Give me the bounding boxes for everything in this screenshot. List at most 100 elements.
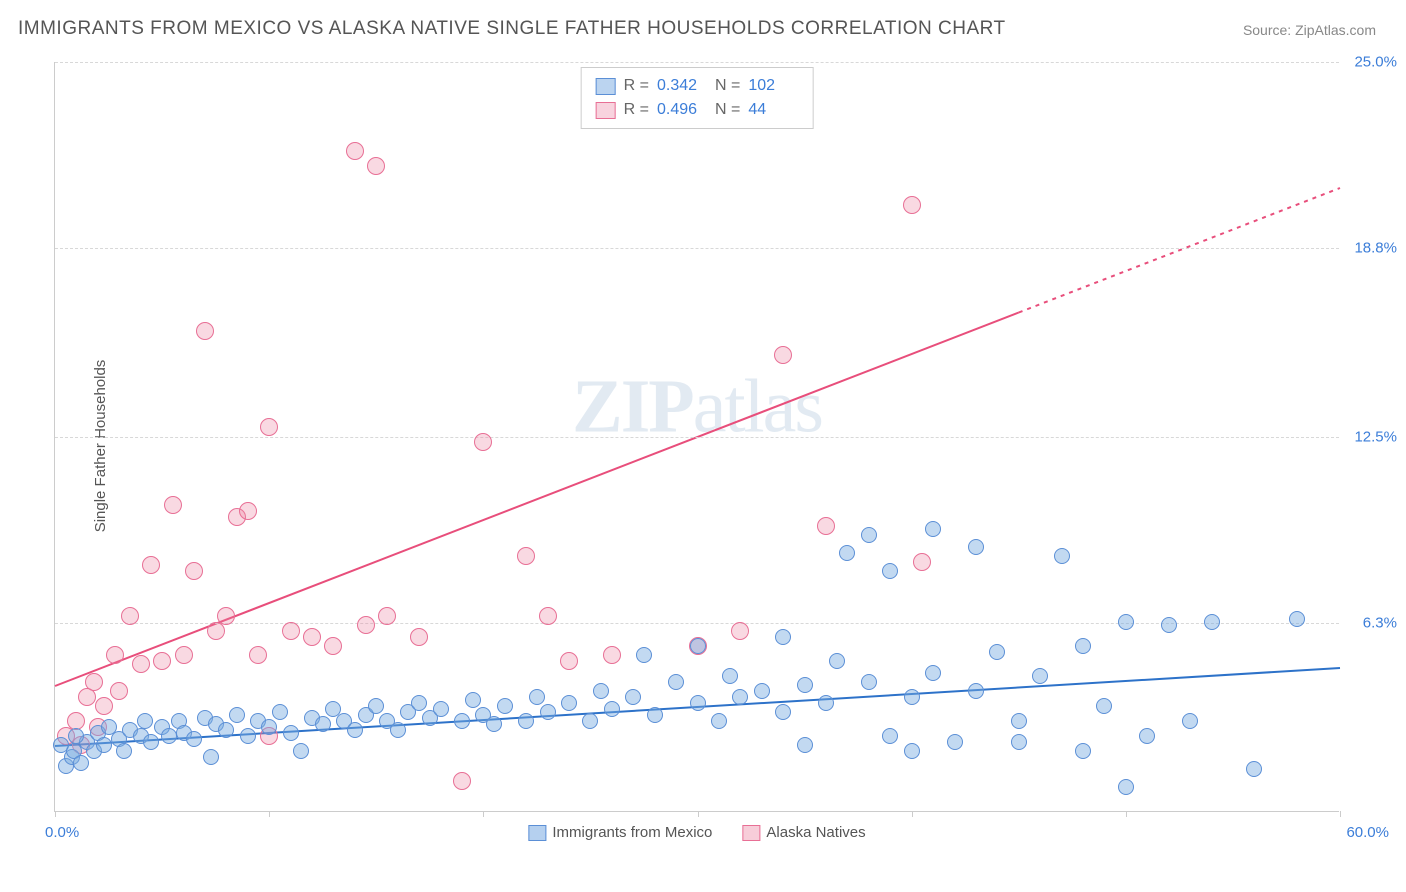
scatter-point bbox=[636, 647, 652, 663]
x-tick-mark bbox=[1340, 811, 1341, 817]
scatter-point bbox=[540, 704, 556, 720]
scatter-point bbox=[293, 743, 309, 759]
scatter-point bbox=[272, 704, 288, 720]
scatter-point bbox=[775, 704, 791, 720]
scatter-point bbox=[989, 644, 1005, 660]
scatter-point bbox=[315, 716, 331, 732]
scatter-point bbox=[1204, 614, 1220, 630]
scatter-point bbox=[1054, 548, 1070, 564]
legend-swatch-pink-icon bbox=[596, 102, 616, 119]
scatter-point bbox=[818, 695, 834, 711]
scatter-point bbox=[196, 322, 214, 340]
scatter-point bbox=[411, 695, 427, 711]
scatter-point bbox=[561, 695, 577, 711]
scatter-point bbox=[1246, 761, 1262, 777]
scatter-point bbox=[625, 689, 641, 705]
scatter-point bbox=[137, 713, 153, 729]
legend-swatch-blue-icon bbox=[528, 825, 546, 841]
scatter-point bbox=[861, 674, 877, 690]
scatter-point bbox=[668, 674, 684, 690]
legend-series-pink: Alaska Natives bbox=[742, 824, 865, 841]
scatter-plot-area: ZIPatlas R = 0.342 N = 102 R = 0.496 N =… bbox=[54, 62, 1339, 812]
scatter-point bbox=[903, 196, 921, 214]
scatter-point bbox=[357, 616, 375, 634]
scatter-point bbox=[85, 673, 103, 691]
scatter-point bbox=[249, 646, 267, 664]
scatter-point bbox=[282, 622, 300, 640]
scatter-point bbox=[1032, 668, 1048, 684]
scatter-point bbox=[1011, 734, 1027, 750]
scatter-point bbox=[925, 665, 941, 681]
y-tick-label: 12.5% bbox=[1354, 429, 1397, 446]
watermark-rest: atlas bbox=[693, 364, 822, 448]
legend-series-label: Immigrants from Mexico bbox=[552, 824, 712, 841]
scatter-point bbox=[465, 692, 481, 708]
gridline bbox=[55, 437, 1339, 438]
scatter-point bbox=[175, 646, 193, 664]
scatter-point bbox=[754, 683, 770, 699]
y-tick-label: 6.3% bbox=[1363, 615, 1397, 632]
scatter-point bbox=[203, 749, 219, 765]
scatter-point bbox=[517, 547, 535, 565]
scatter-point bbox=[560, 652, 578, 670]
legend-r-label: R = bbox=[624, 74, 649, 98]
scatter-point bbox=[143, 734, 159, 750]
scatter-point bbox=[731, 622, 749, 640]
scatter-point bbox=[73, 755, 89, 771]
scatter-point bbox=[390, 722, 406, 738]
legend-series-label: Alaska Natives bbox=[766, 824, 865, 841]
legend-n-label: N = bbox=[715, 98, 740, 122]
scatter-point bbox=[1075, 638, 1091, 654]
scatter-point bbox=[96, 737, 112, 753]
legend-series-blue: Immigrants from Mexico bbox=[528, 824, 712, 841]
scatter-point bbox=[861, 527, 877, 543]
scatter-point bbox=[690, 638, 706, 654]
x-tick-mark bbox=[55, 811, 56, 817]
scatter-point bbox=[1139, 728, 1155, 744]
scatter-point bbox=[454, 713, 470, 729]
legend-r-value: 0.496 bbox=[657, 98, 707, 122]
scatter-point bbox=[882, 563, 898, 579]
trendline-solid bbox=[55, 313, 1019, 687]
scatter-point bbox=[968, 539, 984, 555]
legend-swatch-pink-icon bbox=[742, 825, 760, 841]
x-axis-max-label: 60.0% bbox=[1346, 824, 1389, 841]
x-tick-mark bbox=[483, 811, 484, 817]
x-tick-mark bbox=[1126, 811, 1127, 817]
scatter-point bbox=[153, 652, 171, 670]
scatter-point bbox=[260, 418, 278, 436]
scatter-point bbox=[110, 682, 128, 700]
legend-r-label: R = bbox=[624, 98, 649, 122]
source-attribution: Source: ZipAtlas.com bbox=[1243, 22, 1376, 38]
scatter-point bbox=[518, 713, 534, 729]
scatter-point bbox=[797, 677, 813, 693]
scatter-point bbox=[711, 713, 727, 729]
scatter-point bbox=[1118, 614, 1134, 630]
scatter-point bbox=[132, 655, 150, 673]
scatter-point bbox=[106, 646, 124, 664]
scatter-point bbox=[829, 653, 845, 669]
scatter-point bbox=[947, 734, 963, 750]
scatter-point bbox=[229, 707, 245, 723]
scatter-point bbox=[817, 517, 835, 535]
scatter-point bbox=[732, 689, 748, 705]
scatter-point bbox=[1075, 743, 1091, 759]
scatter-point bbox=[1096, 698, 1112, 714]
scatter-point bbox=[839, 545, 855, 561]
scatter-point bbox=[218, 722, 234, 738]
scatter-point bbox=[410, 628, 428, 646]
scatter-point bbox=[593, 683, 609, 699]
scatter-point bbox=[647, 707, 663, 723]
legend-stats-row-pink: R = 0.496 N = 44 bbox=[596, 98, 799, 122]
scatter-point bbox=[722, 668, 738, 684]
legend-swatch-blue-icon bbox=[596, 78, 616, 95]
scatter-point bbox=[774, 346, 792, 364]
scatter-point bbox=[185, 562, 203, 580]
x-tick-mark bbox=[698, 811, 699, 817]
scatter-point bbox=[453, 772, 471, 790]
scatter-point bbox=[497, 698, 513, 714]
y-tick-label: 18.8% bbox=[1354, 240, 1397, 257]
chart-title: IMMIGRANTS FROM MEXICO VS ALASKA NATIVE … bbox=[18, 18, 1006, 40]
scatter-point bbox=[261, 719, 277, 735]
legend-stats-box: R = 0.342 N = 102 R = 0.496 N = 44 bbox=[581, 67, 814, 129]
